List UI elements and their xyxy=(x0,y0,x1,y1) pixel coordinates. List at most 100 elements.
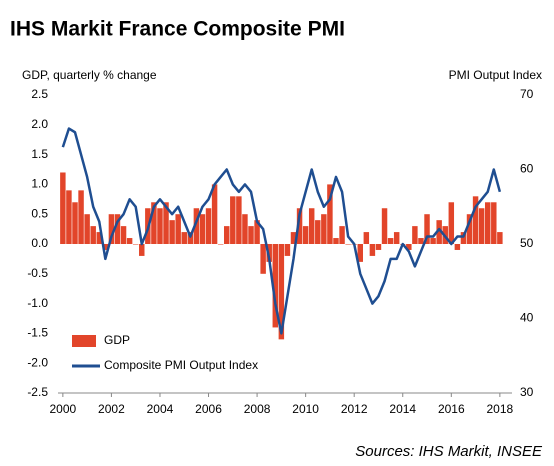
pmi-line xyxy=(61,127,502,335)
y-tick-label: 0.5 xyxy=(31,206,48,220)
bar xyxy=(436,220,442,244)
y-tick-label: -2.0 xyxy=(27,355,48,369)
x-tick-label: 2014 xyxy=(389,402,416,416)
bar xyxy=(278,244,285,340)
bar xyxy=(114,214,121,244)
y-tick-label: 2.0 xyxy=(31,117,48,131)
bar xyxy=(272,244,279,328)
bar xyxy=(72,202,78,244)
y-tick-label: -2.5 xyxy=(27,385,48,399)
bar xyxy=(236,196,242,244)
bar xyxy=(375,244,382,250)
bar xyxy=(381,208,388,244)
bar xyxy=(460,232,467,244)
legend-swatch xyxy=(72,335,96,347)
y2-tick-label: 40 xyxy=(520,311,534,325)
bar xyxy=(472,196,479,244)
legend-label: Composite PMI Output Index xyxy=(104,358,258,372)
bar xyxy=(120,226,127,244)
bar xyxy=(363,232,370,244)
bar xyxy=(302,226,309,244)
bar xyxy=(308,208,315,244)
x-tick-label: 2008 xyxy=(244,402,271,416)
bar xyxy=(497,232,503,244)
y2-axis-label: PMI Output Index xyxy=(449,68,542,82)
y-tick-label: 1.5 xyxy=(31,147,48,161)
y-tick-label: -1.5 xyxy=(27,326,48,340)
bar xyxy=(260,244,266,274)
bar xyxy=(157,208,163,244)
bar xyxy=(448,202,455,244)
bar xyxy=(139,244,145,256)
bar xyxy=(132,244,139,245)
bar xyxy=(333,238,339,244)
bar xyxy=(163,202,169,244)
bar xyxy=(315,220,321,244)
bar xyxy=(230,196,236,244)
bar xyxy=(193,208,200,244)
bar xyxy=(78,190,84,244)
bar xyxy=(369,244,376,256)
bar xyxy=(357,244,363,262)
x-tick-label: 2016 xyxy=(438,402,465,416)
y-tick-label: -0.5 xyxy=(27,266,48,280)
bar xyxy=(484,202,491,244)
x-tick-label: 2012 xyxy=(341,402,368,416)
bar xyxy=(296,208,303,244)
bar xyxy=(211,184,218,244)
bar xyxy=(430,238,436,244)
y2-tick-label: 60 xyxy=(520,162,534,176)
bar xyxy=(254,220,260,244)
y2-tick-label: 50 xyxy=(520,236,534,250)
bar xyxy=(169,220,175,244)
bar xyxy=(284,244,291,256)
bar xyxy=(90,226,96,244)
bar xyxy=(175,214,181,244)
bar xyxy=(224,226,230,244)
source: Sources: IHS Markit, INSEE xyxy=(355,443,543,460)
bar xyxy=(466,214,473,244)
y2-tick-label: 30 xyxy=(520,385,534,399)
bar xyxy=(205,208,212,244)
bar xyxy=(242,214,248,244)
bar xyxy=(217,244,224,245)
bar xyxy=(108,214,115,244)
bar xyxy=(60,172,66,244)
bar xyxy=(345,244,351,245)
x-tick-label: 2004 xyxy=(147,402,174,416)
chart-title: IHS Markit France Composite PMI xyxy=(10,18,345,41)
bar xyxy=(199,214,206,244)
x-tick-label: 2010 xyxy=(292,402,319,416)
bar xyxy=(84,214,90,244)
x-tick-label: 2006 xyxy=(195,402,222,416)
bar xyxy=(66,190,72,244)
bar xyxy=(424,214,430,244)
bar xyxy=(478,208,485,244)
y2-tick-label: 70 xyxy=(520,87,534,101)
y-tick-label: -1.0 xyxy=(27,296,48,310)
bar xyxy=(248,226,254,244)
bar xyxy=(387,238,394,244)
bar xyxy=(491,202,497,244)
bar xyxy=(454,244,461,250)
bar xyxy=(181,232,187,244)
y-axis-label: GDP, quarterly % change xyxy=(22,68,157,82)
bar xyxy=(412,226,418,244)
bar xyxy=(321,214,327,244)
bar xyxy=(418,238,424,244)
bar xyxy=(102,244,109,250)
bar xyxy=(290,232,297,244)
y-tick-label: 0.0 xyxy=(31,236,48,250)
x-tick-label: 2002 xyxy=(98,402,125,416)
bar xyxy=(327,184,333,244)
y-tick-label: 1.0 xyxy=(31,177,48,191)
x-tick-label: 2018 xyxy=(487,402,514,416)
bar xyxy=(151,202,157,244)
bar xyxy=(393,232,400,244)
bar xyxy=(126,238,133,244)
legend-label: GDP xyxy=(104,333,130,347)
bar xyxy=(406,244,412,250)
x-tick-label: 2000 xyxy=(50,402,77,416)
y-tick-label: 2.5 xyxy=(31,87,48,101)
